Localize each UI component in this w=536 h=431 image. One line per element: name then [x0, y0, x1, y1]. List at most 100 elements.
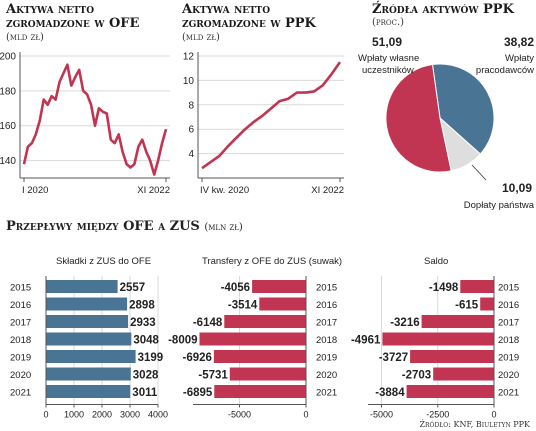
bar-value-label: -6148: [193, 317, 223, 329]
year-label: 2017: [498, 318, 519, 329]
year-label: 2021: [498, 388, 519, 399]
slice-value: 51,09: [372, 35, 402, 49]
x-tick-label: -5000: [228, 410, 251, 420]
year-label: 2016: [498, 300, 519, 311]
bar: [406, 385, 494, 398]
y-tick-label: 4: [188, 149, 194, 160]
flows-bar-charts: Składki z ZUS do OFE 2015 2016 2017 2018 2019…: [10, 256, 519, 420]
year-label: 2020: [10, 370, 31, 381]
bar: [213, 350, 306, 363]
ppk-title-line2: zgromadzone w PPK: [182, 16, 316, 31]
ofe-unit: (mld zł): [6, 32, 44, 43]
flows-title: Przepływy między OFE a ZUS: [6, 219, 200, 234]
slice-label: pracodawców: [476, 65, 534, 76]
year-label: 2015: [316, 283, 337, 294]
bar-value-label: -3514: [228, 300, 258, 312]
series-line: [22, 63, 168, 176]
bar: [46, 350, 136, 363]
bar: [46, 280, 118, 293]
year-label: 2021: [316, 388, 337, 399]
x-tick-label: 2000: [92, 410, 112, 420]
x-tick-label: 4000: [148, 410, 168, 420]
pie-slice: [385, 63, 452, 173]
bar-value-label: -3727: [379, 352, 408, 364]
bar: [224, 315, 306, 328]
x-tick-label: -2500: [426, 410, 449, 420]
bar: [410, 350, 494, 363]
bar-value-label: -5731: [198, 370, 228, 382]
year-label: 2021: [10, 388, 31, 399]
x-tick-label: 3000: [120, 410, 140, 420]
bar-value-label: -3884: [375, 387, 405, 399]
x-tick-label: 0: [303, 410, 308, 420]
bar-value-label: 2557: [120, 282, 146, 294]
ppk-unit: (mld zł): [182, 32, 220, 43]
bar: [46, 297, 128, 311]
x-label-start: IV kw. 2020: [200, 185, 249, 194]
bar-value-label: 2898: [129, 300, 155, 312]
year-label: 2018: [10, 335, 31, 346]
bar: [480, 297, 494, 311]
ofe-title-line1: Aktywa netto: [6, 2, 95, 17]
bar-value-label: -6895: [183, 387, 213, 399]
bar: [460, 280, 494, 293]
flows-section-title: Przepływy między OFE a ZUS (mln zł): [6, 219, 243, 234]
bar: [259, 297, 306, 311]
y-tick-label: 12: [183, 52, 195, 63]
ppk-line-chart: 4 6 8 10 12 IV kw. 2020 XI 2022: [183, 52, 344, 194]
year-label: 2015: [10, 283, 31, 294]
bar-value-label: -4056: [221, 282, 250, 294]
year-label: 2019: [498, 353, 519, 364]
y-tick-label: 200: [0, 52, 16, 63]
year-label: 2018: [498, 335, 519, 346]
slice-label: Dopłaty państwa: [464, 200, 535, 211]
year-label: 2018: [316, 335, 337, 346]
bar-value-label: -4961: [351, 335, 381, 347]
slice-label: uczestników: [362, 65, 414, 76]
ofe-line-chart: 140 160 180 200 I 2020 XI 2022: [0, 52, 170, 194]
bar: [46, 332, 132, 346]
x-tick-label: 0: [491, 410, 496, 420]
bar-chart-title: Transfery z OFE do ZUS (suwak): [202, 256, 342, 267]
x-label-start: I 2020: [22, 185, 48, 194]
x-tick-label: 1000: [64, 410, 84, 420]
bar-chart-title: Składki z ZUS do OFE: [56, 256, 151, 267]
bar: [46, 367, 131, 381]
bar-value-label: 2933: [130, 317, 156, 329]
bar: [433, 367, 494, 381]
bar-value-label: 3028: [133, 370, 159, 382]
slice-value: 10,09: [502, 181, 532, 195]
y-tick-label: 8: [188, 100, 194, 111]
leader-line: [471, 164, 487, 181]
source-note: Źródło: KNF, Biuletyn PPK: [419, 420, 530, 429]
series-line: [201, 61, 342, 170]
bar-value-label: -1498: [429, 282, 459, 294]
pie-slice: [431, 63, 495, 155]
x-label-end: XI 2022: [311, 185, 344, 194]
bar-chart-title: Saldo: [424, 256, 448, 267]
bar-value-label: 3011: [132, 387, 158, 399]
sources-unit: (proc.): [372, 17, 405, 28]
slice-label: Wpłaty: [505, 53, 534, 64]
ofe-title: Aktywa netto zgromadzone w OFE: [6, 3, 139, 31]
y-tick-label: 180: [0, 86, 16, 97]
bar-value-label: -8009: [168, 335, 197, 347]
year-label: 2019: [316, 353, 337, 364]
x-tick-label: -5000: [370, 410, 393, 420]
bar-value-label: -2703: [402, 370, 431, 382]
year-label: 2016: [10, 300, 31, 311]
bar: [421, 315, 494, 328]
year-label: 2017: [10, 318, 31, 329]
bar: [46, 385, 131, 398]
bar-value-label: 3048: [133, 335, 159, 347]
y-tick-label: 160: [0, 121, 16, 132]
year-label: 2019: [10, 353, 31, 364]
bar-value-label: -615: [455, 300, 479, 312]
x-tick-label: 0: [43, 410, 48, 420]
year-label: 2015: [498, 283, 519, 294]
ofe-title-line2: zgromadzone w OFE: [6, 16, 140, 31]
bar: [229, 367, 306, 381]
year-label: 2020: [498, 370, 519, 381]
bar-value-label: -3216: [390, 317, 419, 329]
year-label: 2017: [316, 318, 337, 329]
